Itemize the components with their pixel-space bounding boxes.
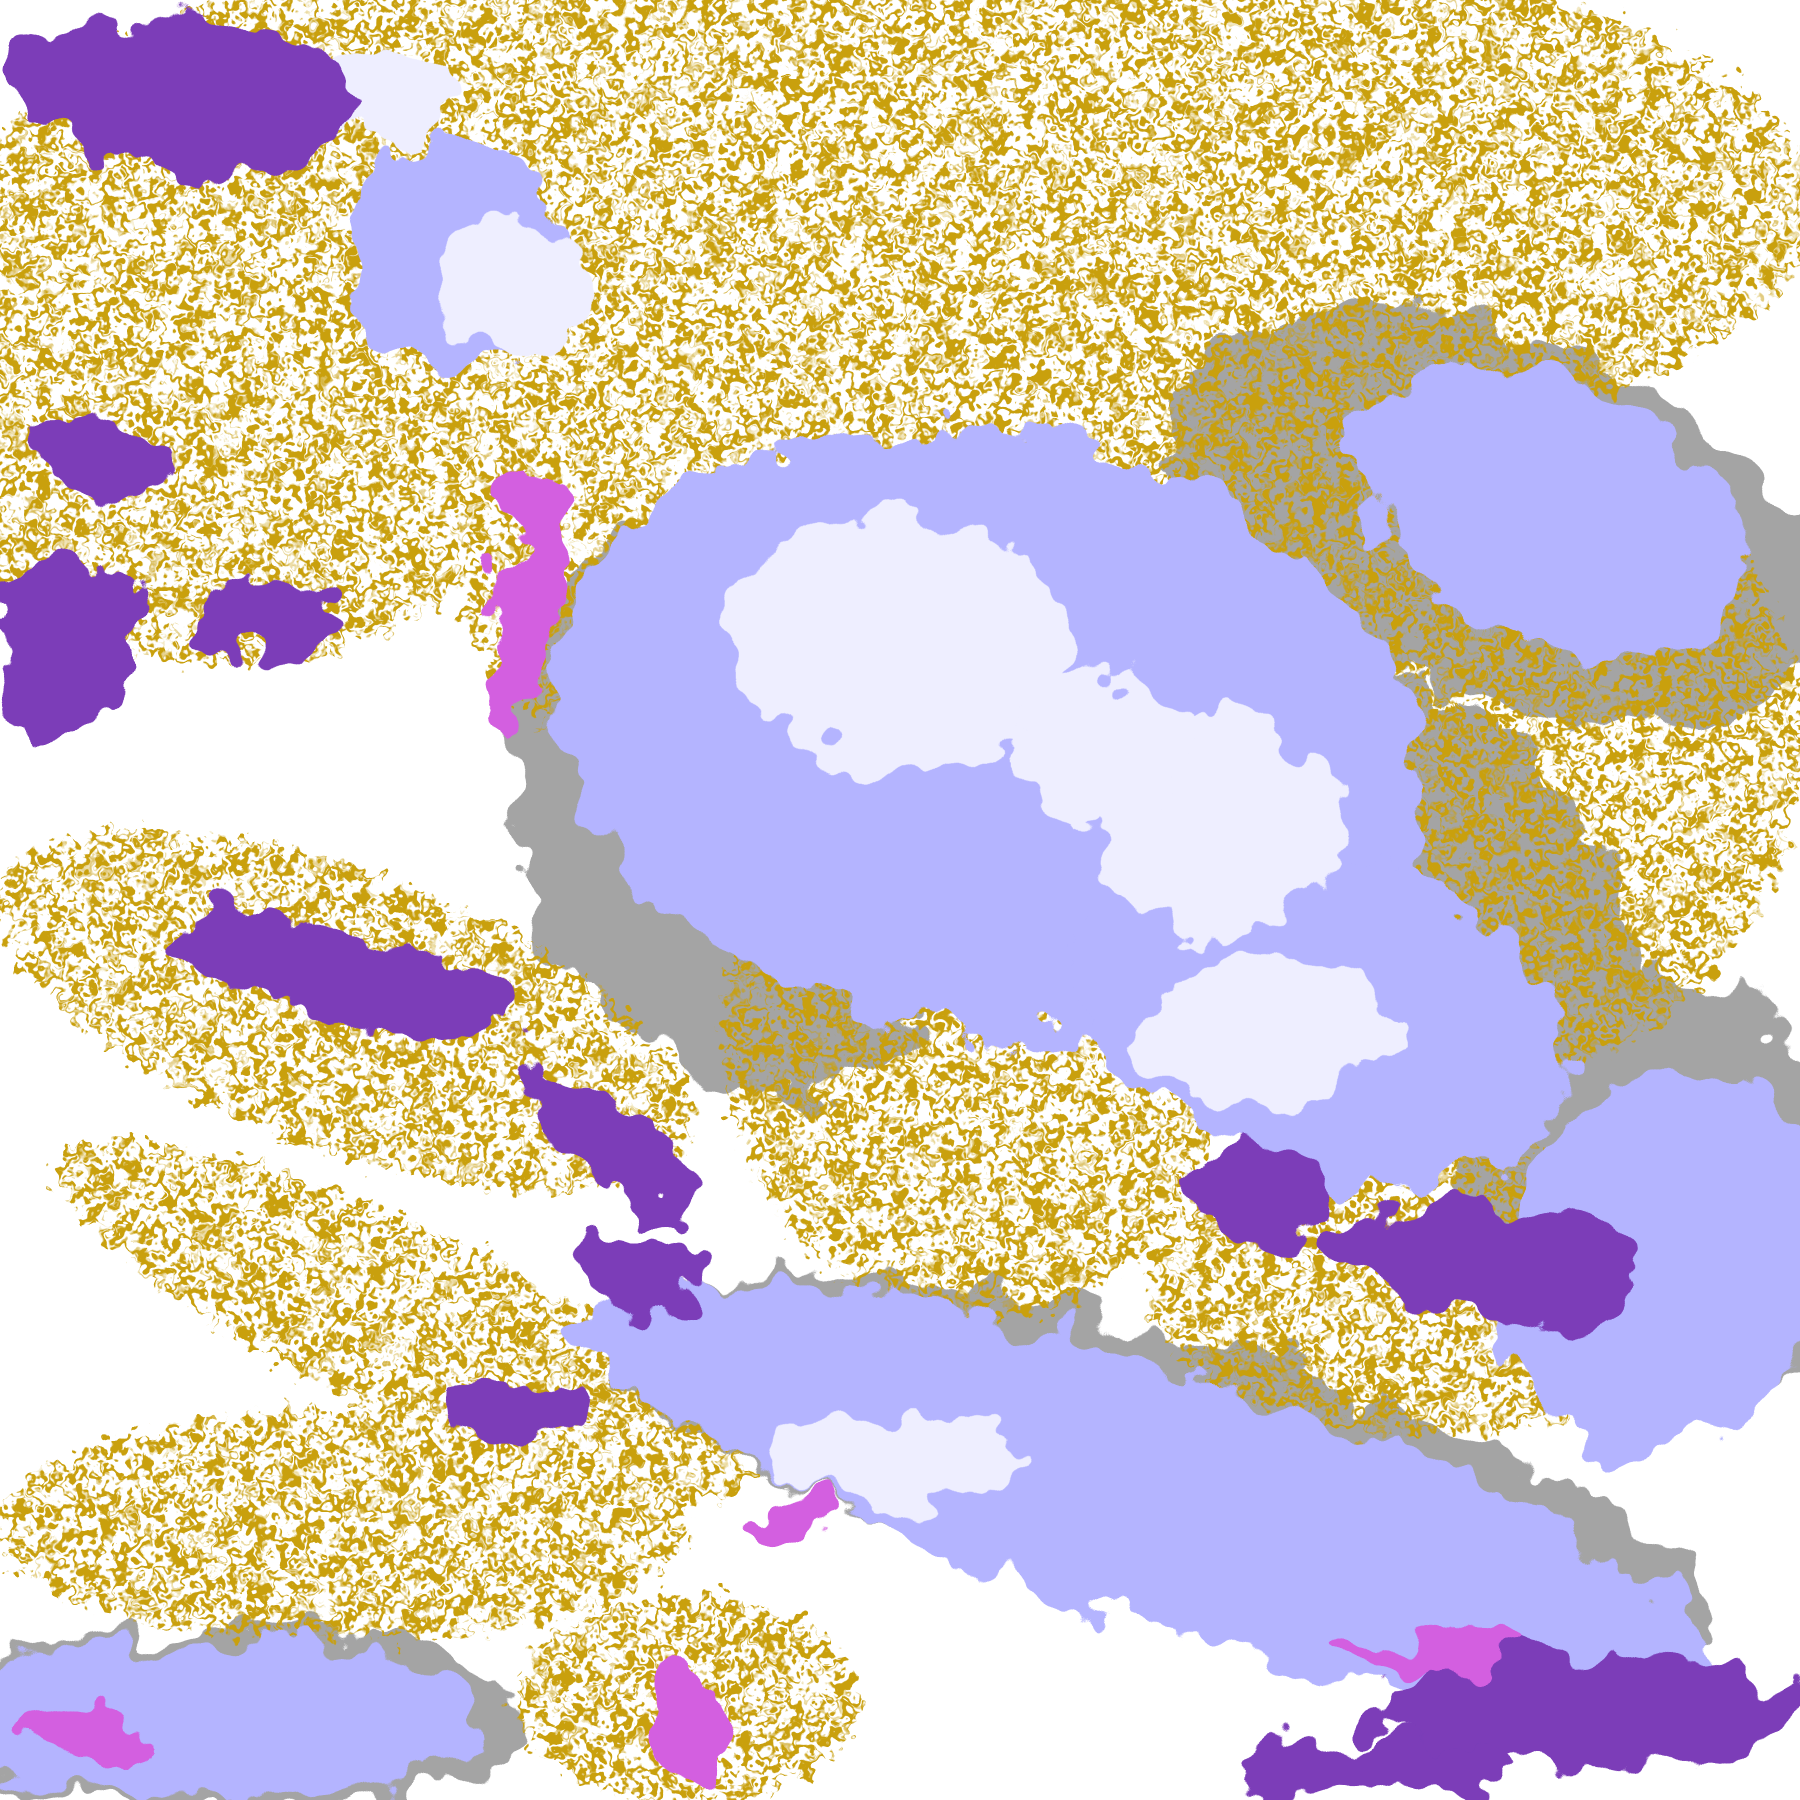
purple-cloud-region <box>526 1076 691 1220</box>
magenta-cloud-region <box>746 1498 839 1533</box>
purple-cloud-region <box>0 551 138 735</box>
purple-cloud-region <box>34 424 173 494</box>
purple-cloud-region <box>1239 1739 1516 1797</box>
gold-cloud-region <box>0 1411 689 1642</box>
gold-cloud-region <box>861 0 1665 196</box>
purple-cloud-region <box>13 7 354 177</box>
purple-cloud-region <box>1193 1147 1332 1240</box>
lavender-cloud-region <box>578 1272 1718 1713</box>
pale-cloud-region <box>1136 952 1390 1114</box>
purple-cloud-region <box>1333 1199 1651 1326</box>
magenta-cloud-layer <box>11 459 1527 1780</box>
pale-cloud-region <box>769 1411 1022 1504</box>
purple-cloud-region <box>183 585 345 655</box>
pale-cloud-region <box>1010 677 1194 816</box>
magenta-cloud-region <box>1343 1635 1527 1671</box>
pale-cloud-region <box>723 516 1068 770</box>
purple-cloud-region <box>578 1221 707 1327</box>
lavender-cloud-region <box>1355 372 1745 661</box>
magenta-cloud-region <box>497 459 560 735</box>
pale-cloud-layer <box>309 45 1390 1504</box>
lavender-cloud-region <box>0 1641 483 1800</box>
purple-cloud-region <box>1366 1653 1800 1768</box>
purple-cloud-region <box>447 1383 586 1441</box>
magenta-cloud-region <box>11 1704 150 1763</box>
magenta-cloud-region <box>648 1664 729 1780</box>
pale-cloud-region <box>424 218 586 356</box>
purple-cloud-region <box>166 910 523 1041</box>
lavender-cloud-region <box>1499 1071 1800 1455</box>
